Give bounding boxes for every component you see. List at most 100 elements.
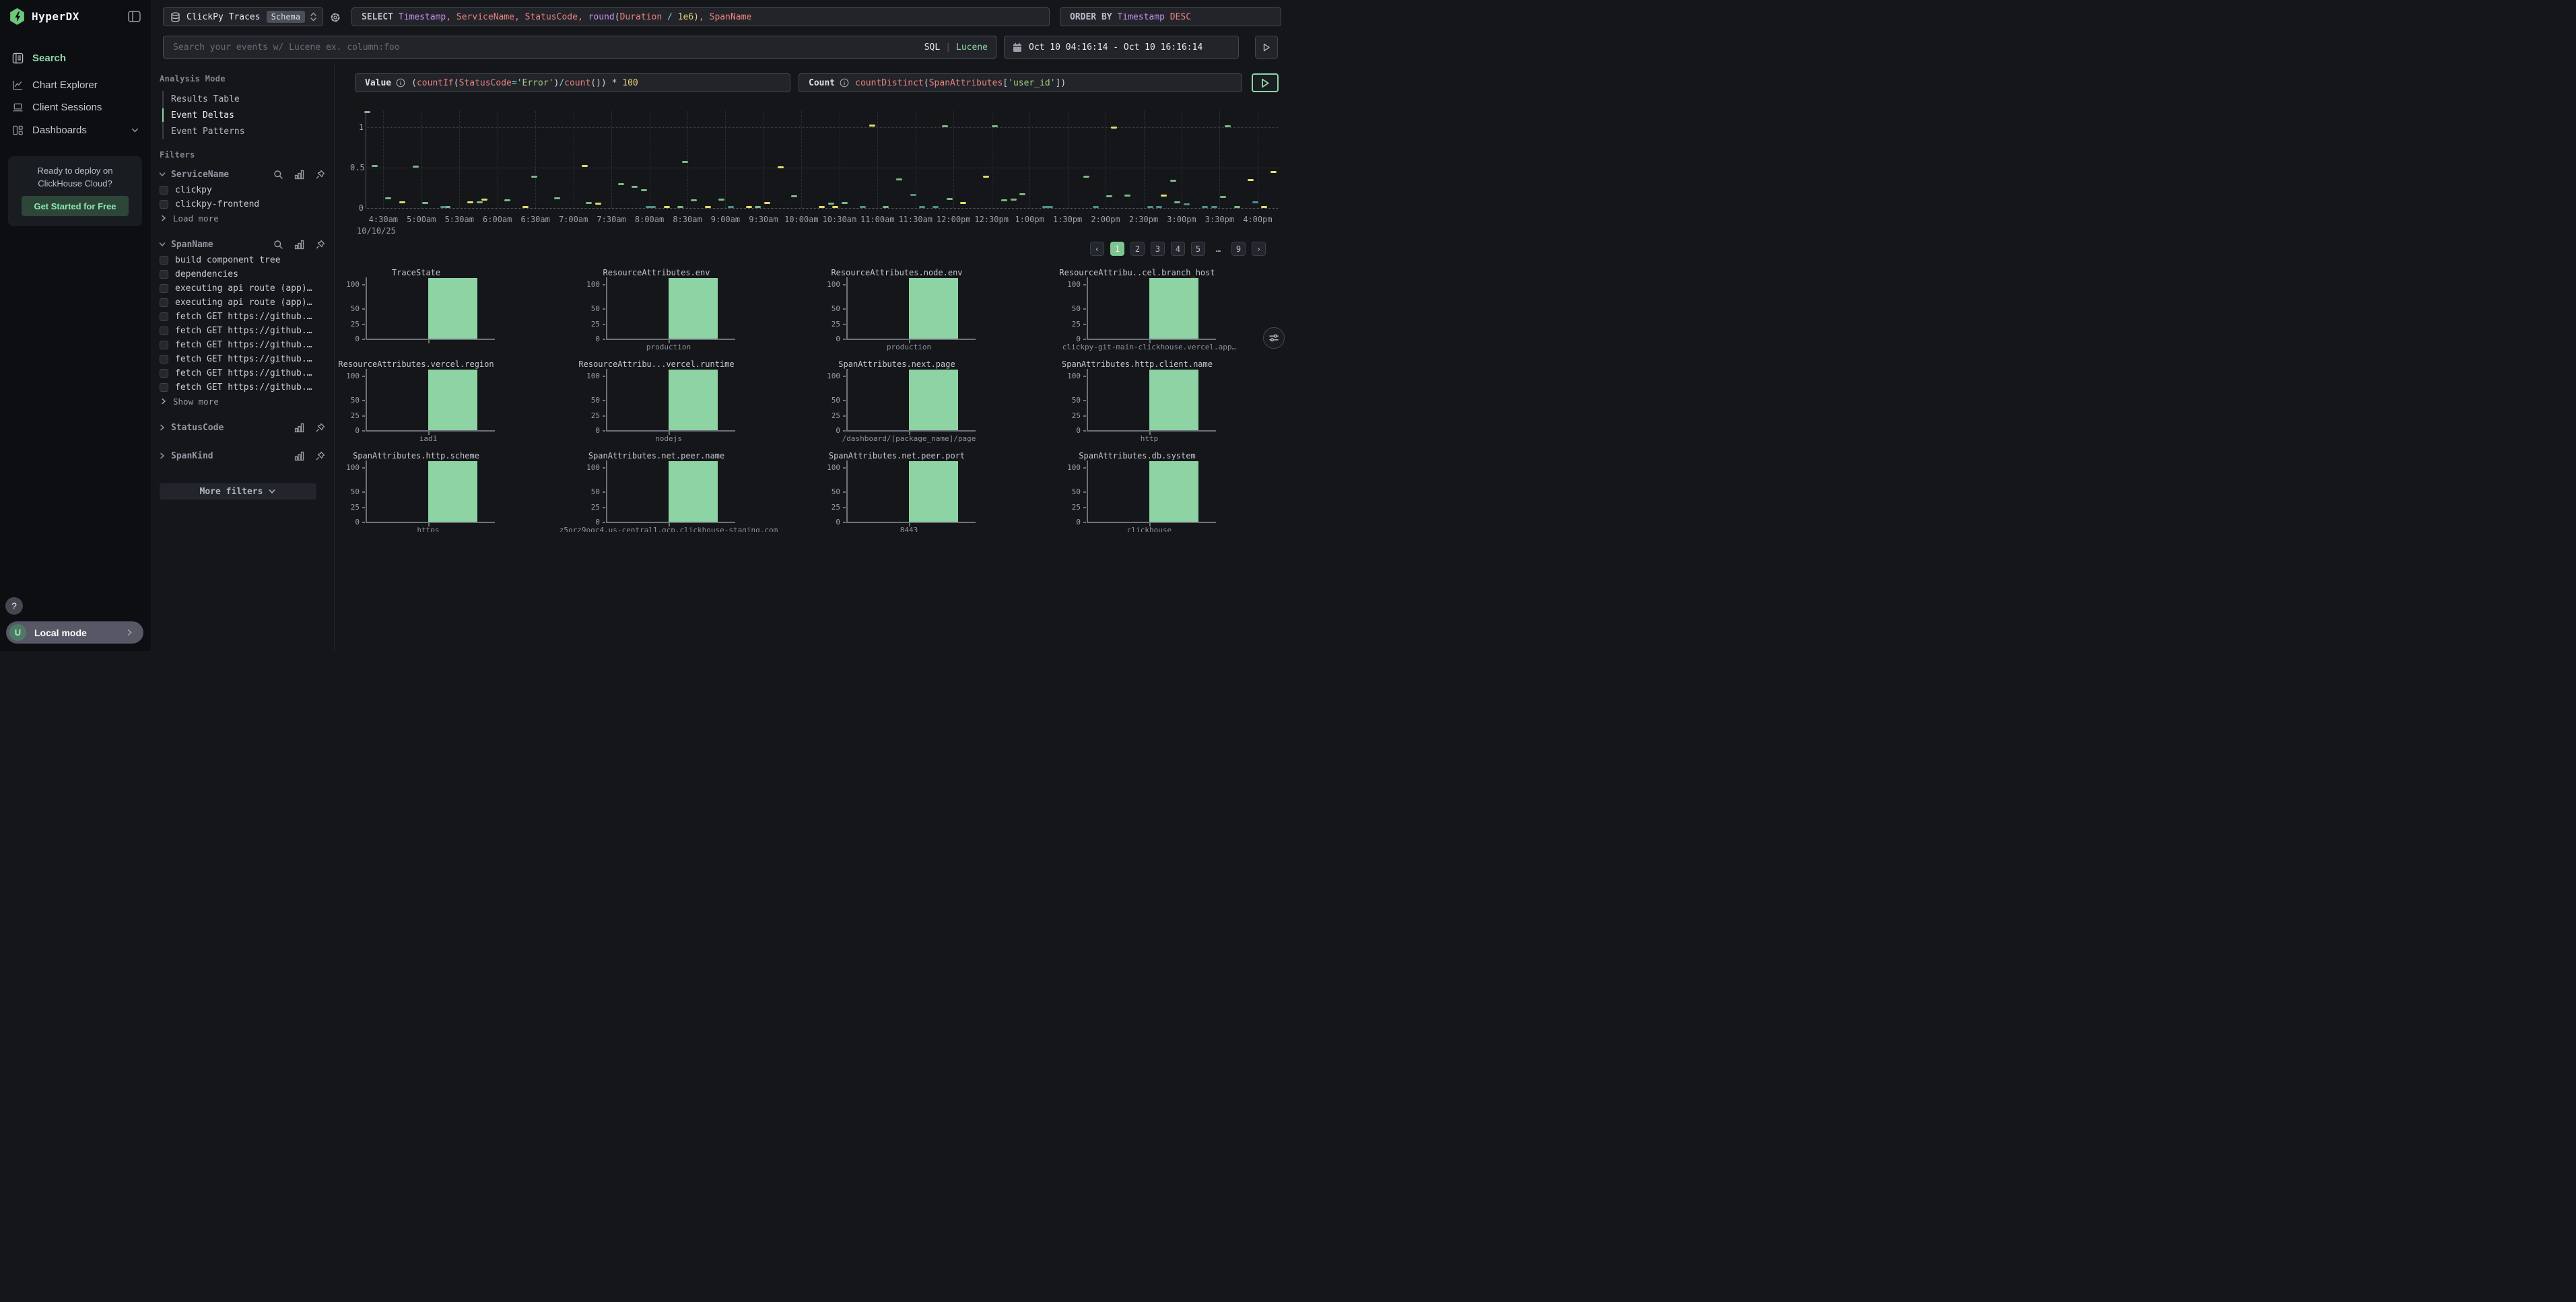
checkbox[interactable] xyxy=(160,355,168,364)
filter-option[interactable]: fetch GET https://github.… xyxy=(151,338,335,352)
sidebar-collapse-icon[interactable] xyxy=(128,11,141,22)
sidebar-item-client-sessions[interactable]: Client Sessions xyxy=(0,98,151,116)
data-source-select[interactable]: ClickPy Traces Schema xyxy=(163,7,323,26)
filter-group-header[interactable]: StatusCode xyxy=(151,419,335,436)
y-tick-label: 25 xyxy=(337,411,360,420)
checkbox[interactable] xyxy=(160,200,168,209)
pagination-page-9[interactable]: 9 xyxy=(1231,242,1246,256)
mini-chart-title: ResourceAttributes.node.env xyxy=(817,268,976,277)
bar[interactable] xyxy=(909,461,958,522)
data-point xyxy=(1225,125,1231,127)
bar[interactable] xyxy=(428,461,477,522)
pagination-page-2[interactable]: 2 xyxy=(1130,242,1145,256)
bar[interactable] xyxy=(669,461,718,522)
sidebar-item-dashboards[interactable]: Dashboards xyxy=(0,121,151,139)
filter-option[interactable]: build component tree xyxy=(151,253,335,267)
apply-run-button[interactable] xyxy=(1252,73,1279,92)
load-more[interactable]: Show more xyxy=(151,395,335,408)
filter-option[interactable]: clickpy xyxy=(151,183,335,197)
pin-icon[interactable] xyxy=(315,451,325,461)
value-expression-input[interactable]: Value (countIf(StatusCode='Error')/count… xyxy=(355,73,790,92)
analysis-mode-results-table[interactable]: Results Table xyxy=(164,91,245,107)
count-expression-input[interactable]: Count countDistinct(SpanAttributes['user… xyxy=(799,73,1242,92)
data-point xyxy=(618,183,624,185)
bar[interactable] xyxy=(909,370,958,431)
filter-option[interactable]: dependencies xyxy=(151,267,335,281)
y-axis-line xyxy=(1087,460,1088,522)
pin-icon[interactable] xyxy=(315,170,325,180)
bar[interactable] xyxy=(1149,278,1198,339)
checkbox[interactable] xyxy=(160,186,168,195)
analysis-mode-event-patterns[interactable]: Event Patterns xyxy=(164,123,245,139)
more-filters-button[interactable]: More filters xyxy=(160,483,316,500)
logo[interactable]: HyperDX xyxy=(9,8,79,25)
chart-settings-floating-button[interactable] xyxy=(1263,327,1285,349)
run-query-button[interactable] xyxy=(1255,36,1278,59)
checkbox[interactable] xyxy=(160,270,168,279)
checkbox[interactable] xyxy=(160,327,168,335)
data-point xyxy=(755,206,761,208)
mode-lucene-toggle[interactable]: Lucene xyxy=(956,42,988,53)
bar[interactable] xyxy=(1149,461,1198,522)
bar[interactable] xyxy=(428,370,477,431)
pagination-next-button[interactable]: › xyxy=(1252,242,1266,256)
pagination-page-3[interactable]: 3 xyxy=(1151,242,1165,256)
filter-option[interactable]: executing api route (app)… xyxy=(151,281,335,296)
bar[interactable] xyxy=(669,278,718,339)
filter-group-header[interactable]: SpanName xyxy=(151,236,335,253)
filter-option[interactable]: fetch GET https://github.… xyxy=(151,324,335,338)
pagination-page-1[interactable]: 1 xyxy=(1110,242,1124,256)
code-token: round xyxy=(588,12,615,22)
date-range-picker[interactable]: Oct 10 04:16:14 - Oct 10 16:16:14 xyxy=(1004,36,1239,59)
filter-option[interactable]: fetch GET https://github.… xyxy=(151,352,335,366)
checkbox[interactable] xyxy=(160,298,168,307)
filter-option[interactable]: executing api route (app)… xyxy=(151,296,335,310)
filter-option[interactable]: fetch GET https://github.… xyxy=(151,366,335,380)
checkbox[interactable] xyxy=(160,383,168,392)
bar[interactable] xyxy=(1149,370,1198,431)
data-point xyxy=(992,125,998,127)
checkbox[interactable] xyxy=(160,256,168,265)
filter-option[interactable]: fetch GET https://github.… xyxy=(151,310,335,324)
sidebar-item-search[interactable]: Search xyxy=(0,48,151,67)
data-point xyxy=(705,206,711,208)
load-more[interactable]: Load more xyxy=(151,211,335,225)
account-menu[interactable]: U Local mode xyxy=(6,621,143,644)
mode-sql-toggle[interactable]: SQL xyxy=(924,42,940,53)
y-tick-mark xyxy=(603,376,605,377)
bar-chart-icon[interactable] xyxy=(294,240,304,250)
gear-icon[interactable] xyxy=(329,11,341,24)
bar[interactable] xyxy=(909,278,958,339)
pagination-page-4[interactable]: 4 xyxy=(1171,242,1185,256)
event-deltas-chart[interactable]: 10/10/25 10.504:30am5:00am5:30am6:00am6:… xyxy=(350,105,1286,240)
filter-group-header[interactable]: SpanKind xyxy=(151,447,335,465)
bar[interactable] xyxy=(669,370,718,431)
bar-chart-icon[interactable] xyxy=(294,451,304,461)
data-point xyxy=(1202,206,1208,208)
bar[interactable] xyxy=(428,278,477,339)
search-icon[interactable] xyxy=(273,170,283,180)
pin-icon[interactable] xyxy=(315,423,325,433)
checkbox[interactable] xyxy=(160,369,168,378)
x-axis-line xyxy=(366,522,495,523)
pagination-page-5[interactable]: 5 xyxy=(1191,242,1205,256)
checkbox[interactable] xyxy=(160,284,168,293)
sql-select-input[interactable]: SELECT Timestamp, ServiceName, StatusCod… xyxy=(351,7,1050,26)
filter-group-header[interactable]: ServiceName xyxy=(151,166,335,183)
filter-option[interactable]: clickpy-frontend xyxy=(151,197,335,211)
checkbox[interactable] xyxy=(160,341,168,349)
analysis-mode-event-deltas[interactable]: Event Deltas xyxy=(164,107,245,123)
checkbox[interactable] xyxy=(160,312,168,321)
y-tick-label: 0 xyxy=(337,335,360,343)
pin-icon[interactable] xyxy=(315,240,325,250)
pagination-prev-button[interactable]: ‹ xyxy=(1090,242,1104,256)
filter-option[interactable]: fetch GET https://github.… xyxy=(151,380,335,395)
search-input[interactable] xyxy=(172,42,924,53)
sidebar-item-chart-explorer[interactable]: Chart Explorer xyxy=(0,75,151,94)
bar-chart-icon[interactable] xyxy=(294,170,304,180)
bar-chart-icon[interactable] xyxy=(294,423,304,433)
order-by-input[interactable]: ORDER BY Timestamp DESC xyxy=(1060,7,1281,26)
get-started-button[interactable]: Get Started for Free xyxy=(22,196,129,216)
help-button[interactable]: ? xyxy=(5,597,23,615)
search-icon[interactable] xyxy=(273,240,283,250)
